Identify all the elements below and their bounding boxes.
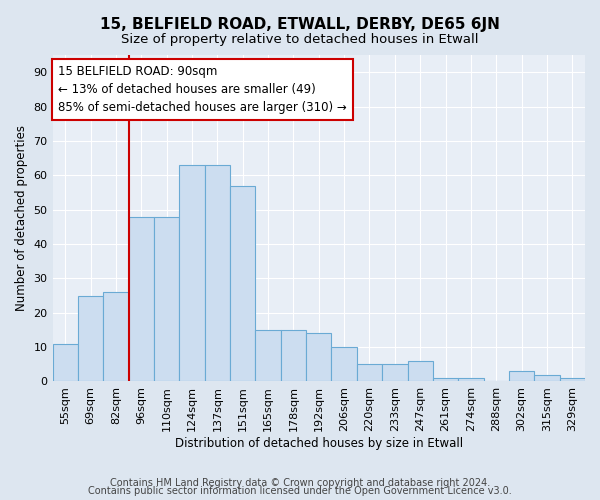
Text: Contains public sector information licensed under the Open Government Licence v3: Contains public sector information licen… [88, 486, 512, 496]
Text: Size of property relative to detached houses in Etwall: Size of property relative to detached ho… [121, 32, 479, 46]
Bar [407, 361, 433, 382]
Bar [154, 216, 179, 382]
Bar [230, 186, 256, 382]
Bar [458, 378, 484, 382]
Bar [306, 334, 331, 382]
Bar [281, 330, 306, 382]
X-axis label: Distribution of detached houses by size in Etwall: Distribution of detached houses by size … [175, 437, 463, 450]
Bar [534, 374, 560, 382]
Text: 15 BELFIELD ROAD: 90sqm
← 13% of detached houses are smaller (49)
85% of semi-de: 15 BELFIELD ROAD: 90sqm ← 13% of detache… [58, 65, 347, 114]
Text: Contains HM Land Registry data © Crown copyright and database right 2024.: Contains HM Land Registry data © Crown c… [110, 478, 490, 488]
Bar [433, 378, 458, 382]
Bar [509, 371, 534, 382]
Bar [256, 330, 281, 382]
Bar [382, 364, 407, 382]
Bar [128, 216, 154, 382]
Bar [205, 165, 230, 382]
Bar [560, 378, 585, 382]
Y-axis label: Number of detached properties: Number of detached properties [15, 125, 28, 311]
Bar [78, 296, 103, 382]
Bar [53, 344, 78, 382]
Bar [357, 364, 382, 382]
Text: 15, BELFIELD ROAD, ETWALL, DERBY, DE65 6JN: 15, BELFIELD ROAD, ETWALL, DERBY, DE65 6… [100, 18, 500, 32]
Bar [179, 165, 205, 382]
Bar [331, 347, 357, 382]
Bar [103, 292, 128, 382]
